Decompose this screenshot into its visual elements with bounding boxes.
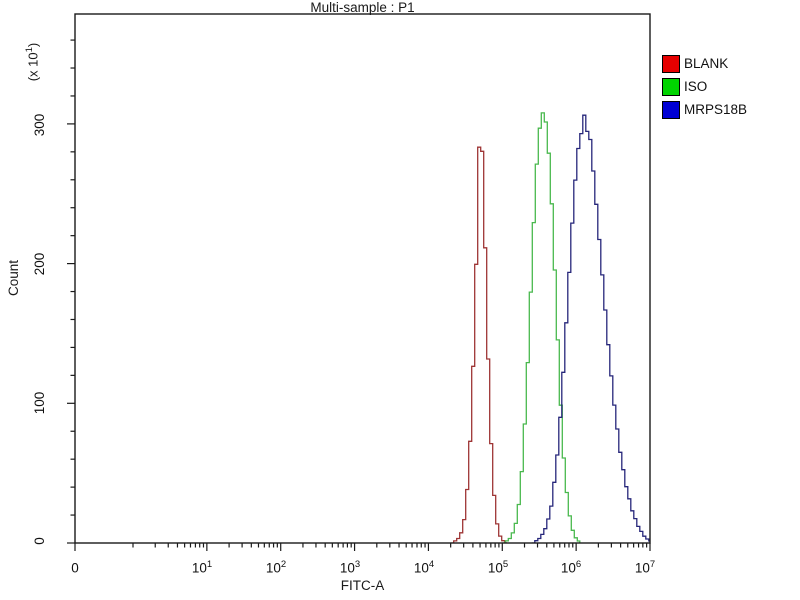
legend: BLANK ISO MRPS18B	[662, 52, 747, 121]
x-tick-label-10e2: 102	[265, 559, 287, 576]
y-tick-label-100: 100	[32, 391, 47, 415]
chart-title: Multi-sample : P1	[310, 0, 415, 15]
plot-border	[74, 13, 651, 544]
legend-label-mrps18b: MRPS18B	[684, 102, 748, 117]
y-tick-label-300: 300	[32, 113, 47, 137]
x-tick-label-10e3: 103	[339, 559, 361, 576]
legend-label-iso: ISO	[684, 79, 708, 94]
series-blank-curve	[450, 146, 507, 543]
x-tick-label-10e4: 104	[413, 559, 435, 576]
legend-item-mrps18b: MRPS18B	[662, 98, 747, 121]
y-tick-label-0: 0	[32, 537, 47, 545]
x-tick-label-10e6: 106	[560, 559, 582, 576]
y-tick-label-200: 200	[32, 252, 47, 276]
y-axis-title: Count	[6, 259, 21, 297]
x-tick-label-0: 0	[71, 560, 79, 576]
x-tick-label-10e5: 105	[487, 559, 509, 576]
x-axis-title: FITC-A	[340, 578, 385, 593]
legend-swatch-mrps18b	[662, 100, 680, 119]
x-tick-label-10e7: 107	[634, 559, 656, 576]
legend-item-blank: BLANK	[662, 52, 747, 75]
y-axis-ticks	[67, 39, 75, 544]
legend-label-blank: BLANK	[684, 56, 729, 71]
x-axis-ticks	[74, 543, 651, 551]
y-axis-unit-multiplier: (x 101)	[24, 42, 41, 82]
legend-item-iso: ISO	[662, 75, 747, 98]
series-iso-curve	[502, 112, 581, 543]
series-mrps18b-curve	[531, 114, 650, 543]
y-unit-exponent: 1	[24, 47, 35, 53]
x-tick-label-10e1: 101	[191, 559, 213, 576]
legend-swatch-blank	[662, 54, 680, 73]
legend-swatch-iso	[662, 77, 680, 96]
